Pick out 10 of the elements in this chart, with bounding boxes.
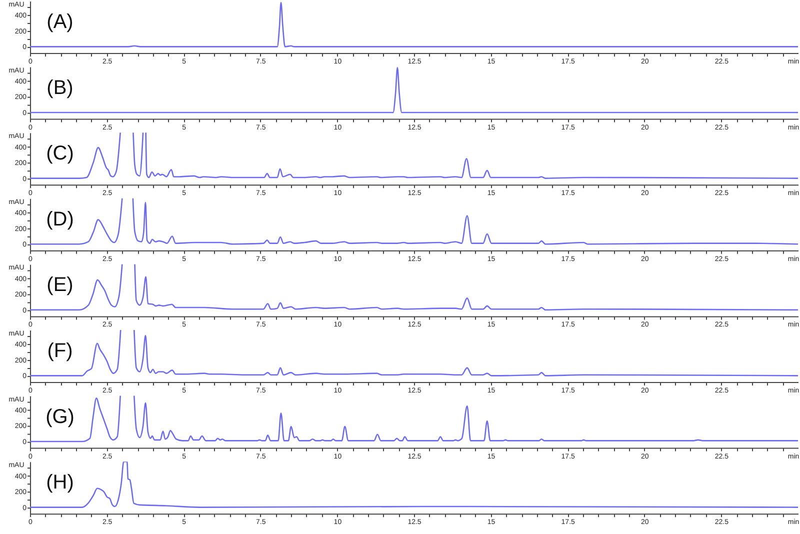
text: (H)	[46, 472, 74, 494]
text: (B)	[46, 76, 74, 99]
text: (F)	[47, 340, 73, 362]
text: (A)	[46, 11, 74, 33]
line-series	[30, 2, 798, 48]
text: (C)	[46, 142, 74, 165]
text: (G)	[46, 406, 74, 428]
text: (E)	[46, 274, 74, 296]
text: (D)	[46, 208, 74, 230]
line-series	[30, 462, 798, 508]
